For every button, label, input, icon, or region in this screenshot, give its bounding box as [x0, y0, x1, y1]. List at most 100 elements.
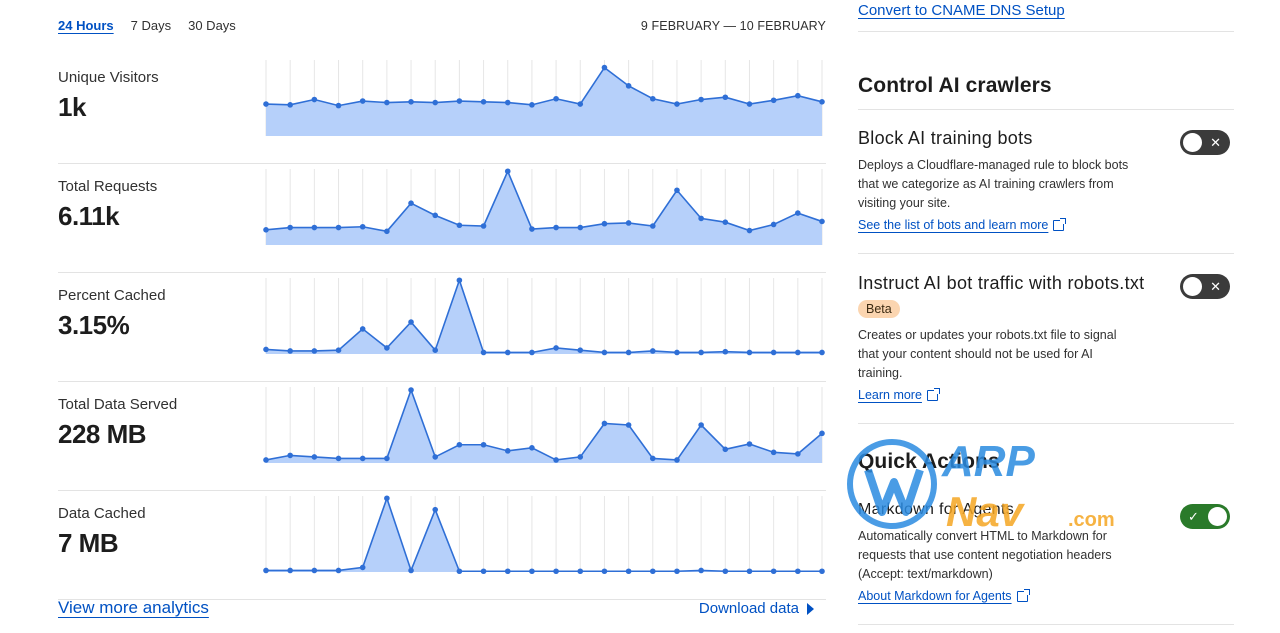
- sparkline-point: [359, 564, 366, 571]
- sparkline-point: [625, 568, 632, 575]
- bots-list-learn-more-link[interactable]: See the list of bots and learn more: [858, 217, 1067, 232]
- sparkline-point: [504, 168, 511, 175]
- sparkline-point: [263, 346, 269, 353]
- time-range-tabs: 24 Hours 7 Days 30 Days: [58, 18, 236, 33]
- robots-txt-toggle[interactable]: ✕: [1180, 274, 1230, 299]
- sparkline-point: [819, 218, 825, 225]
- close-icon: ✕: [1210, 279, 1221, 294]
- sparkline-point: [674, 349, 680, 356]
- robots-learn-more-link[interactable]: Learn more: [858, 387, 940, 402]
- sparkline-point: [263, 227, 269, 233]
- metric-value: 228 MB: [58, 419, 147, 449]
- sparkline-line: [265, 277, 822, 354]
- sparkline-point: [601, 349, 608, 356]
- divider: [858, 253, 1234, 254]
- sparkline-point: [649, 223, 656, 229]
- sparkline-area: [266, 280, 822, 354]
- sparkline-point: [746, 349, 753, 356]
- sparkline-point: [384, 495, 390, 502]
- sparkline-point: [746, 568, 753, 575]
- link-label: Learn more: [858, 388, 922, 402]
- sparkline-area: [266, 390, 822, 463]
- sparkline-point: [311, 348, 318, 354]
- sparkline-percent-cached: [263, 277, 825, 356]
- markdown-for-agents-toggle[interactable]: ✓: [1180, 504, 1230, 529]
- toggle-knob: [1183, 133, 1202, 152]
- sparkline-point: [553, 568, 559, 575]
- sparkline-point: [795, 210, 801, 216]
- sparkline-point: [504, 349, 511, 356]
- sparkline-point: [408, 99, 414, 105]
- sparkline-point: [456, 441, 463, 448]
- sparkline-point: [359, 223, 366, 230]
- tab-30-days[interactable]: 30 Days: [188, 18, 236, 33]
- sparkline-point: [722, 348, 729, 355]
- convert-cname-link[interactable]: Convert to CNAME DNS Setup: [858, 2, 1065, 19]
- sparkline-point: [577, 101, 584, 107]
- tab-7-days[interactable]: 7 Days: [130, 18, 172, 33]
- metric-total-requests: Total Requests 6.11k: [58, 163, 826, 273]
- metric-data-cached: Data Cached 7 MB: [58, 490, 826, 600]
- setting-title-robots-txt: Instruct AI bot traffic with robots.txt: [858, 273, 1145, 293]
- block-ai-bots-toggle[interactable]: ✕: [1180, 130, 1230, 155]
- link-label: About Markdown for Agents: [858, 589, 1012, 603]
- sparkline-point: [311, 96, 318, 103]
- sparkline-point: [601, 420, 608, 427]
- section-title-control-ai-crawlers: Control AI crawlers: [858, 74, 1052, 97]
- sparkline-point: [553, 224, 559, 231]
- sparkline-point: [335, 102, 342, 109]
- sparkline-point: [698, 422, 704, 428]
- sparkline-point: [674, 187, 680, 194]
- sparkline-point: [698, 567, 704, 574]
- sparkline-point: [746, 101, 753, 107]
- sparkline-point: [770, 97, 777, 104]
- setting-description: Automatically convert HTML to Markdown f…: [858, 529, 1112, 581]
- sparkline-point: [480, 568, 487, 575]
- toggle-knob: [1208, 507, 1227, 526]
- sparkline-point: [408, 387, 414, 393]
- sparkline-point: [384, 228, 390, 235]
- sparkline-point: [504, 568, 511, 575]
- metric-label: Unique Visitors: [58, 69, 159, 86]
- sparkline-point: [432, 212, 439, 219]
- sparkline-point: [263, 101, 269, 107]
- sparkline-point: [432, 347, 439, 353]
- metric-label: Total Data Served: [58, 396, 178, 413]
- sparkline-point: [649, 95, 656, 102]
- sparkline-point: [359, 455, 366, 462]
- tab-24-hours[interactable]: 24 Hours: [58, 18, 114, 33]
- download-data-button[interactable]: Download data: [699, 600, 814, 617]
- metric-value: 7 MB: [58, 528, 119, 558]
- external-link-icon: [1053, 217, 1067, 231]
- sparkline-point: [504, 448, 511, 454]
- sparkline-point: [335, 567, 342, 574]
- sparkline-point: [287, 102, 293, 108]
- divider: [858, 109, 1234, 110]
- sparkline-point: [601, 568, 608, 575]
- sparkline-point: [432, 454, 439, 460]
- sparkline-point: [529, 445, 535, 451]
- metric-percent-cached: Percent Cached 3.15%: [58, 272, 826, 382]
- sparkline-point: [649, 455, 656, 462]
- about-markdown-link[interactable]: About Markdown for Agents: [858, 588, 1030, 603]
- sparkline-point: [335, 455, 342, 462]
- sparkline-point: [480, 349, 487, 356]
- sparkline-point: [480, 441, 487, 448]
- sparkline-point: [770, 349, 777, 356]
- setting-description: Creates or updates your robots.txt file …: [858, 328, 1117, 380]
- sparkline-point: [529, 568, 535, 575]
- metric-label: Data Cached: [58, 505, 146, 522]
- sparkline-point: [504, 99, 511, 106]
- sparkline-point: [263, 457, 269, 463]
- sparkline-point: [553, 457, 559, 463]
- sparkline-point: [287, 224, 293, 231]
- sparkline-point: [722, 94, 729, 101]
- sparkline-point: [649, 348, 656, 354]
- analytics-panel: 24 Hours 7 Days 30 Days 9 FEBRUARY — 10 …: [58, 0, 826, 633]
- sparkline-line: [266, 495, 822, 573]
- view-more-analytics-link[interactable]: View more analytics: [58, 598, 209, 617]
- setting-title-markdown-for-agents: Markdown for Agents: [858, 501, 1014, 518]
- setting-title-block-ai-bots: Block AI training bots: [858, 128, 1033, 148]
- sparkline-area: [266, 498, 822, 572]
- sparkline-point: [456, 277, 463, 284]
